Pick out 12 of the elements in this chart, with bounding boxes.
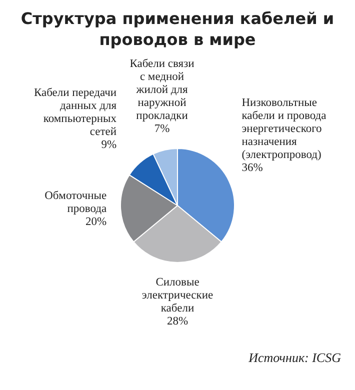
text: Источник: ICSG bbox=[248, 350, 342, 366]
chart-title: Структура применения кабелей и проводов в мире bbox=[20, 8, 336, 50]
slice-label: Силовые электрические кабели bbox=[142, 276, 214, 314]
data-label: 7% bbox=[154, 122, 170, 135]
slice-label: Обмоточные провода bbox=[44, 190, 107, 216]
slice-label: Кабели связи с медной жилой для наружной прокладки bbox=[130, 58, 194, 122]
data-label: 36% bbox=[242, 162, 264, 174]
data-label: 28% bbox=[166, 315, 188, 328]
data-label: 9% bbox=[101, 139, 117, 152]
slice-label: Кабели передачи данных для компьютерных сетей bbox=[34, 87, 118, 138]
slice-label: Низковольтные кабели и провода энергетического назначения (электропровод) bbox=[242, 97, 326, 162]
data-label: 20% bbox=[86, 216, 108, 228]
